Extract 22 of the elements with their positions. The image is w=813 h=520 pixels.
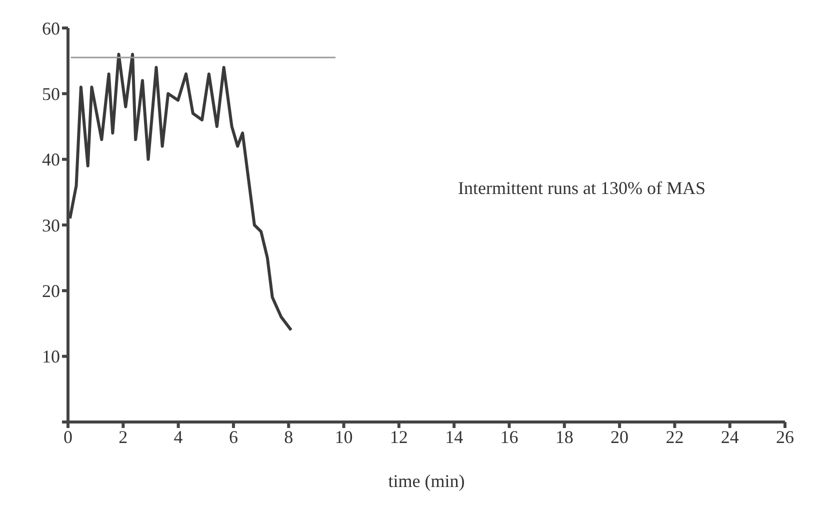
x-tick-label: 2 bbox=[118, 426, 128, 447]
y-tick-label: 60 bbox=[42, 18, 60, 38]
x-tick-label: 26 bbox=[776, 426, 794, 447]
x-tick-label: 0 bbox=[64, 426, 72, 447]
x-tick-label: 22 bbox=[666, 426, 684, 447]
x-tick-label: 8 bbox=[284, 426, 294, 447]
x-tick-label: 18 bbox=[555, 426, 574, 447]
x-tick-label: 16 bbox=[500, 426, 518, 447]
x-tick-label: 12 bbox=[390, 426, 408, 447]
y-tick-label: 30 bbox=[42, 215, 60, 236]
y-tick-label: 40 bbox=[42, 150, 60, 170]
y-tick-label: 50 bbox=[42, 84, 60, 104]
y-tick-label: 10 bbox=[42, 346, 60, 367]
x-tick-label: 24 bbox=[720, 426, 739, 447]
y-tick-label: 20 bbox=[42, 281, 60, 302]
x-tick-label: 4 bbox=[174, 426, 183, 447]
x-tick-label: 10 bbox=[334, 426, 353, 447]
x-tick-label: 14 bbox=[445, 426, 464, 447]
x-tick-label: 20 bbox=[610, 426, 629, 447]
x-tick-label: 6 bbox=[228, 426, 238, 447]
x-axis-title: time (min) bbox=[388, 471, 465, 491]
annotation: Intermittent runs at 130% of MAS bbox=[458, 178, 706, 199]
